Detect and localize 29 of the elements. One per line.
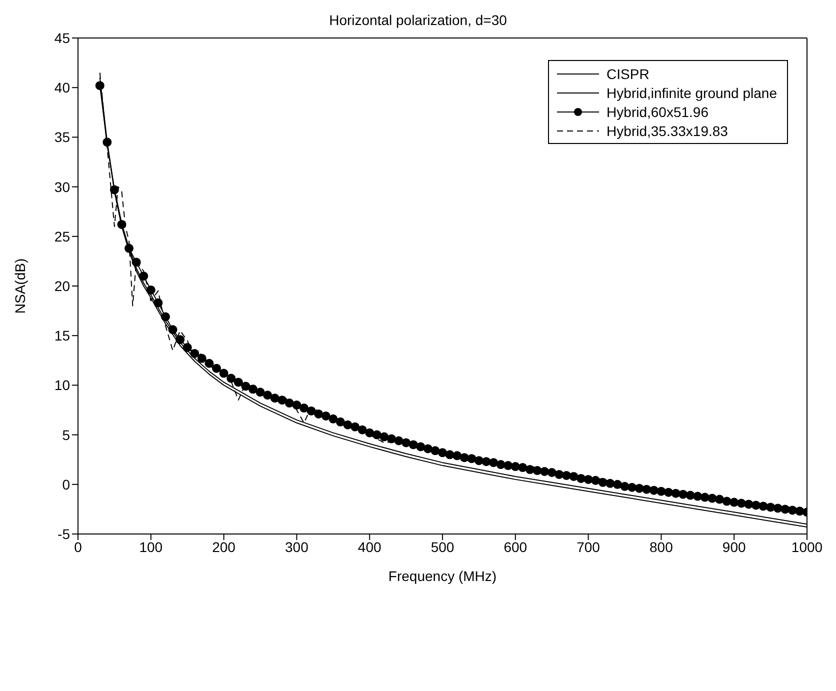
- x-tick-label: 900: [722, 538, 746, 555]
- y-tick-label: 20: [54, 278, 70, 294]
- x-tick-label: 600: [504, 538, 528, 555]
- x-tick-label: 0: [74, 538, 82, 555]
- x-tick-label: 1000: [791, 538, 823, 555]
- x-tick-label: 700: [576, 538, 600, 555]
- x-tick-label: 300: [285, 538, 309, 555]
- y-tick-label: 30: [54, 178, 70, 195]
- legend-label: CISPR: [606, 66, 650, 82]
- chart-title: Horizontal polarization, d=30: [328, 12, 508, 28]
- y-tick-label: -5: [58, 526, 70, 542]
- x-tick-label: 100: [139, 538, 163, 555]
- y-tick-label: 0: [62, 476, 70, 492]
- x-tick-label: 200: [212, 538, 236, 555]
- legend-label: Hybrid,infinite ground plane: [606, 84, 777, 100]
- y-tick-label: 15: [54, 328, 70, 344]
- y-tick-label: 10: [54, 377, 70, 394]
- x-tick-label: 500: [430, 538, 454, 555]
- y-tick-label: 25: [54, 228, 70, 244]
- y-tick-label: 45: [54, 30, 70, 46]
- y-tick-label: 35: [54, 129, 70, 146]
- y-axis-title: NSA(dB): [12, 258, 28, 314]
- y-tick-label: 5: [62, 426, 70, 443]
- legend-label: Hybrid,60x51.96: [606, 104, 708, 120]
- x-tick-label: 400: [358, 538, 382, 555]
- y-tick-label: 40: [54, 80, 70, 96]
- legend-label: Hybrid,35.33x19.83: [606, 122, 728, 138]
- x-tick-label: 800: [650, 538, 674, 555]
- x-axis-title: Frequency (MHz): [388, 568, 497, 584]
